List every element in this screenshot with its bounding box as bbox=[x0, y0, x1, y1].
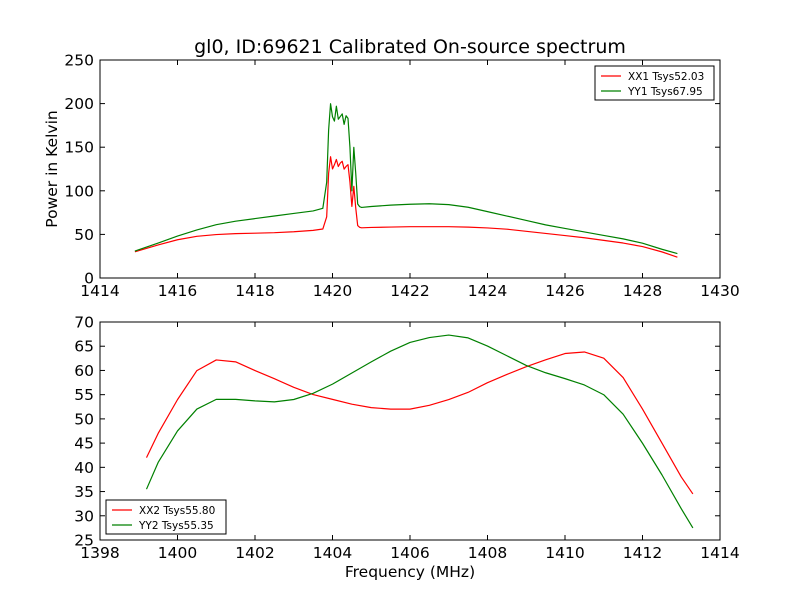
y-tick-label: 50 bbox=[74, 226, 94, 244]
x-tick-label: 1404 bbox=[313, 544, 352, 562]
y-tick-label: 60 bbox=[74, 362, 94, 380]
x-tick-label: 1430 bbox=[700, 282, 739, 300]
series-line-top-0 bbox=[134, 156, 678, 258]
x-tick-label: 1428 bbox=[623, 282, 662, 300]
bottom-plot-panel: 1398 1400 1402 1404 1406 1408 1410 1412 1414 25 30… bbox=[74, 314, 739, 582]
series-line-top-1 bbox=[134, 103, 678, 255]
series-line-bottom-0 bbox=[145, 351, 694, 495]
x-tick-label: 1412 bbox=[623, 544, 662, 562]
x-tick-label: 1416 bbox=[158, 282, 197, 300]
top-legend: XX1 Tsys52.03 YY1 Tsys67.95 bbox=[594, 65, 715, 101]
x-tick-label: 1422 bbox=[390, 282, 429, 300]
y-tick-label: 50 bbox=[74, 410, 94, 428]
y-tick-label: 70 bbox=[74, 314, 94, 332]
x-tick-label: 1400 bbox=[158, 544, 197, 562]
y-tick-label: 100 bbox=[64, 182, 94, 200]
y-tick-label: 40 bbox=[74, 459, 94, 477]
x-tick-label: 1414 bbox=[700, 544, 739, 562]
x-tick-label: 1424 bbox=[468, 282, 507, 300]
legend-label: YY2 Tsys55.35 bbox=[138, 520, 214, 532]
x-tick-label: 1414 bbox=[80, 282, 119, 300]
x-tick-label: 1408 bbox=[468, 544, 507, 562]
chart-title: gl0, ID:69621 Calibrated On-source spect… bbox=[194, 36, 626, 58]
y-tick-label: 150 bbox=[64, 139, 94, 157]
y-tick-label: 0 bbox=[84, 270, 94, 288]
y-tick-label: 200 bbox=[64, 95, 94, 113]
y-tick-label: 65 bbox=[74, 338, 94, 356]
legend-label: XX1 Tsys52.03 bbox=[628, 71, 704, 83]
legend-box bbox=[105, 499, 227, 535]
x-tick-label: 1426 bbox=[545, 282, 584, 300]
legend-box bbox=[594, 65, 715, 101]
legend-label: YY1 Tsys67.95 bbox=[627, 86, 703, 98]
y-tick-label: 45 bbox=[74, 435, 94, 453]
y-tick-label: 25 bbox=[74, 532, 94, 550]
x-tick-label: 1402 bbox=[235, 544, 274, 562]
series-line-bottom-1 bbox=[145, 334, 694, 529]
x-tick-label: 1418 bbox=[235, 282, 274, 300]
x-tick-label: 1406 bbox=[390, 544, 429, 562]
x-tick-label: 1410 bbox=[545, 544, 584, 562]
bottom-legend: XX2 Tsys55.80 YY2 Tsys55.35 bbox=[105, 499, 227, 535]
bottom-x-axis-label: Frequency (MHz) bbox=[345, 563, 475, 581]
x-tick-label: 1398 bbox=[80, 544, 119, 562]
y-tick-label: 35 bbox=[74, 483, 94, 501]
top-plot-panel: 1414 1416 1418 1420 1422 1424 1426 1428 1430 0 50 1… bbox=[43, 52, 740, 301]
legend-label: XX2 Tsys55.80 bbox=[139, 505, 215, 517]
x-tick-label: 1420 bbox=[313, 282, 352, 300]
y-tick-label: 55 bbox=[74, 386, 94, 404]
top-y-axis-label: Power in Kelvin bbox=[43, 110, 61, 227]
y-tick-label: 30 bbox=[74, 507, 94, 525]
y-tick-label: 250 bbox=[64, 52, 94, 70]
